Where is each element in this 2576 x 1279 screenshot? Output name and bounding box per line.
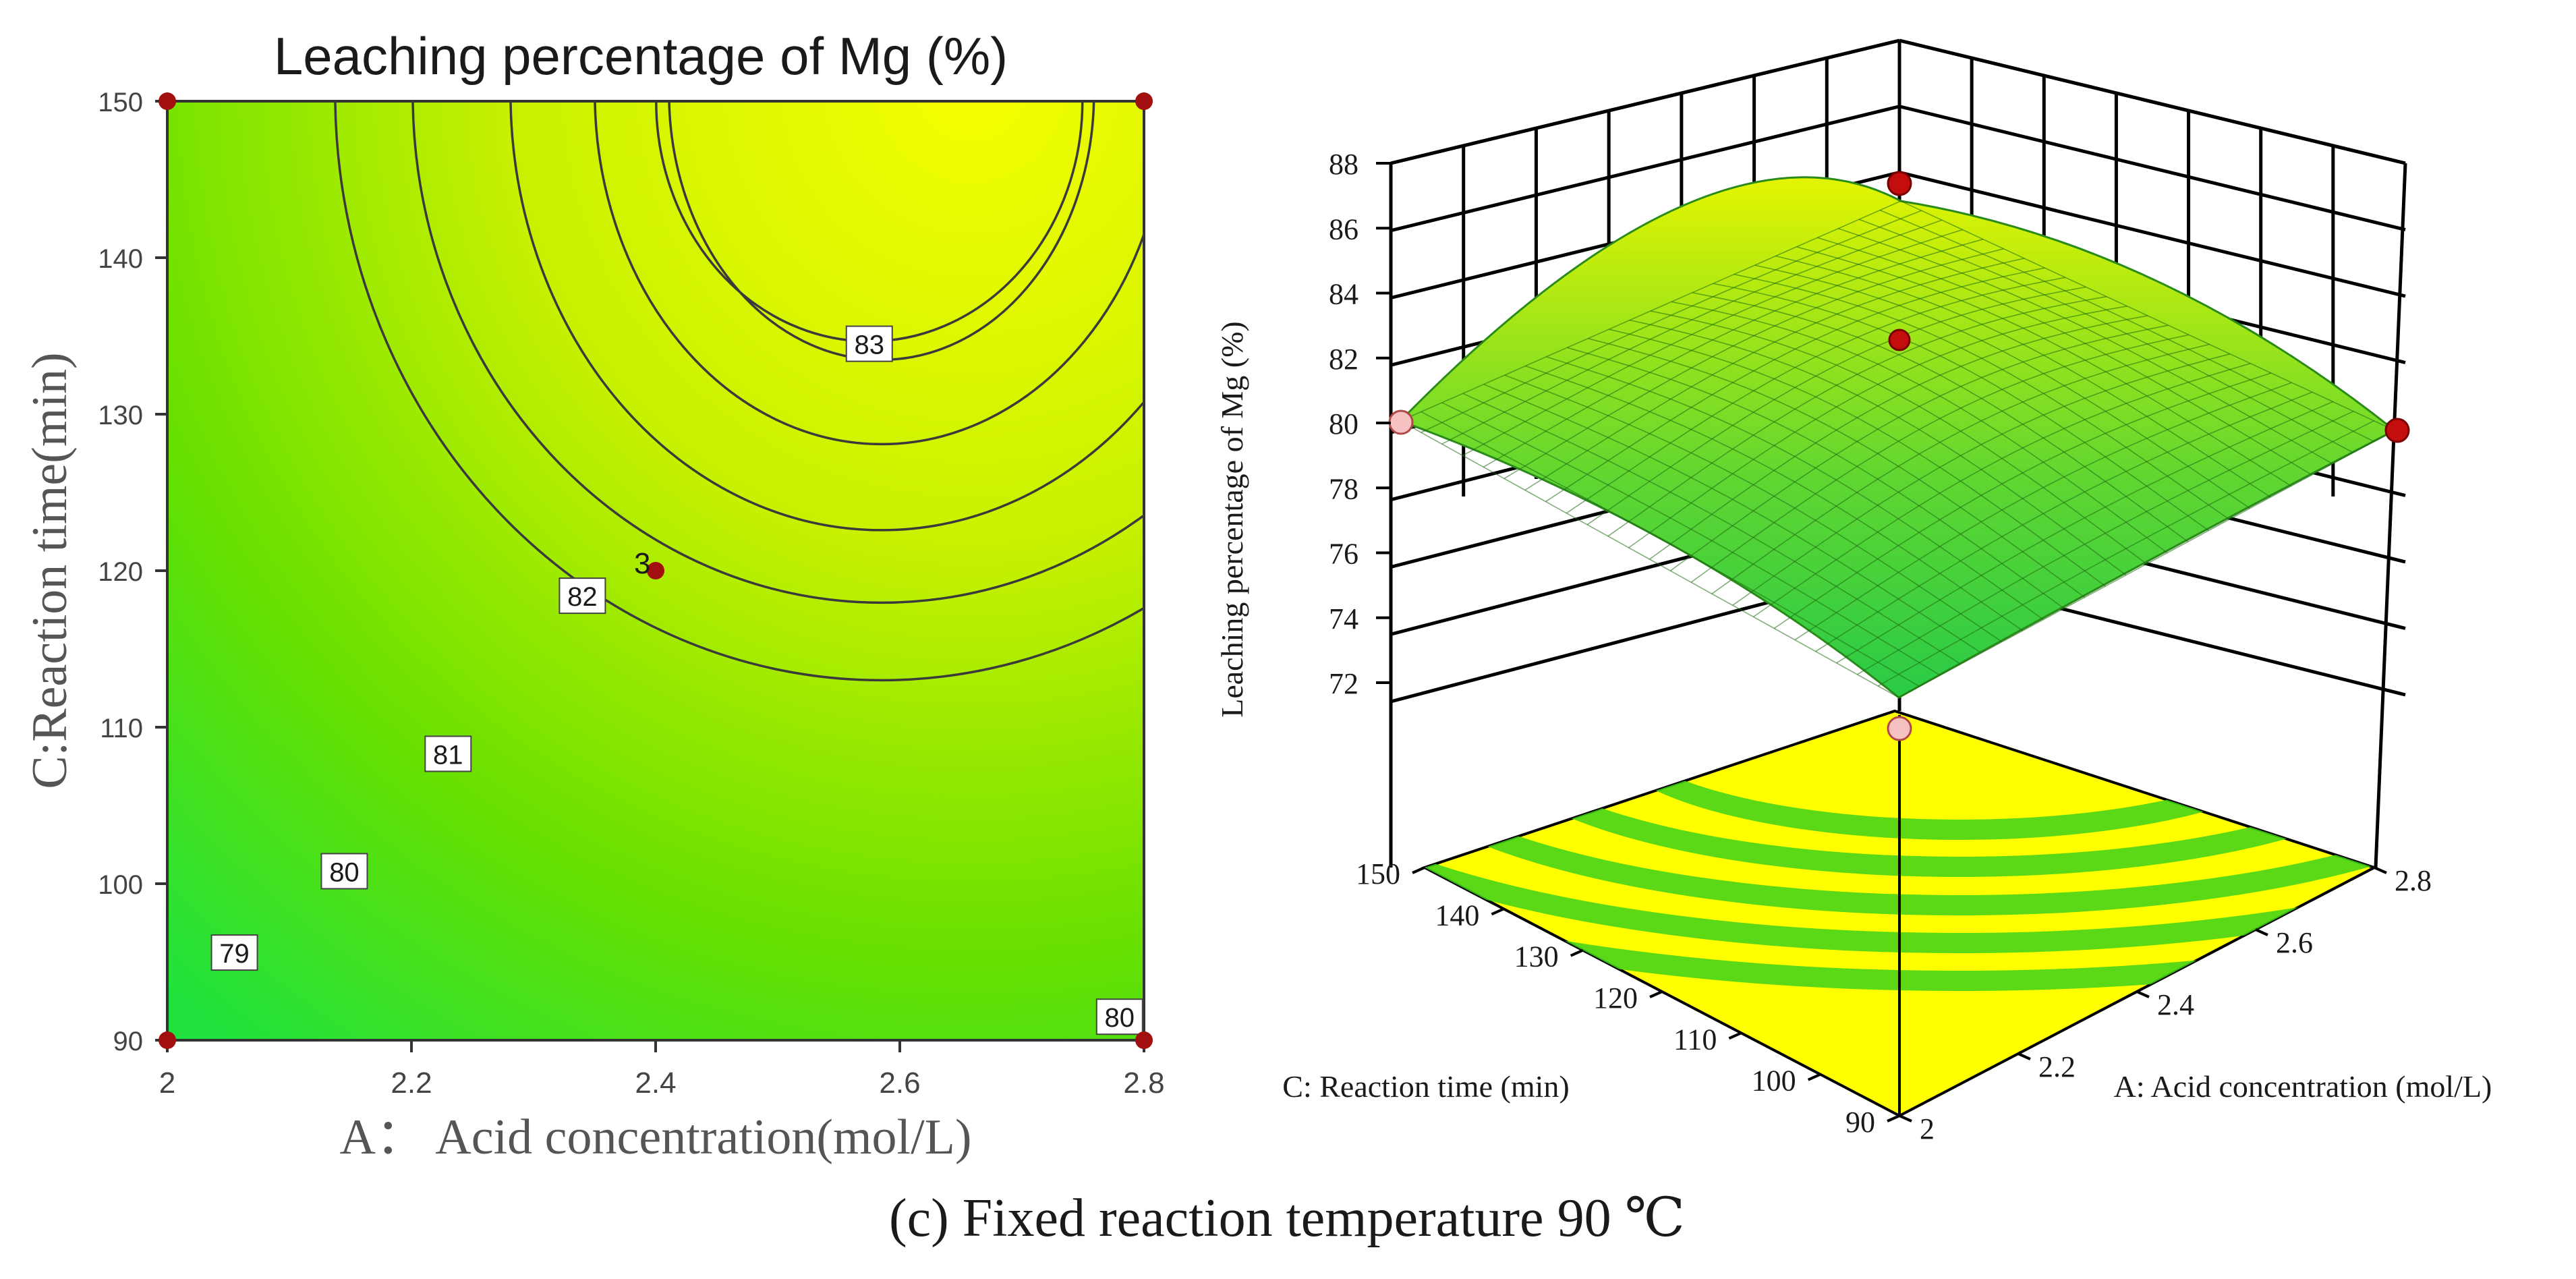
x-tick-label: 2.2 <box>391 1067 432 1100</box>
design-point <box>159 1031 176 1049</box>
contour-label: 79 <box>212 935 258 970</box>
z-tick-label: 86 <box>1329 212 1358 246</box>
z-tick-label: 74 <box>1329 602 1358 635</box>
y-tick-label: 90 <box>113 1027 144 1056</box>
floor-c-tick <box>1571 950 1583 956</box>
floor-c-tick-label: 110 <box>1673 1023 1717 1056</box>
floor-a-tick <box>2018 1054 2030 1059</box>
z-tick-label: 80 <box>1329 407 1358 440</box>
floor-c-tick-label: 140 <box>1435 899 1479 932</box>
surface-y-axis-label: C: Reaction time (min) <box>1282 1069 1569 1104</box>
y-tick-label: 120 <box>98 557 143 587</box>
y-tick-label: 140 <box>98 244 143 274</box>
floor-c-tick <box>1729 1033 1741 1038</box>
figure: Leaching percentage of Mg (%) 79 80 81 82 83… <box>0 0 2576 1279</box>
x-tick-label: 2 <box>159 1067 175 1100</box>
floor-a-tick <box>2256 930 2268 935</box>
y-tick-label: 100 <box>98 870 143 900</box>
floor-c-tick-label: 150 <box>1356 857 1400 890</box>
z-tick-label: 82 <box>1329 343 1358 376</box>
contour-label-text: 80 <box>329 857 360 887</box>
y-tick-label: 110 <box>100 714 143 743</box>
floor-c-tick-label: 120 <box>1593 982 1638 1015</box>
y-tick-label: 150 <box>98 88 143 117</box>
surface-z-ticks: 72 74 76 78 80 82 84 86 88 <box>1329 148 1391 700</box>
contour-title: Leaching percentage of Mg (%) <box>274 26 1008 86</box>
surface-z-axis-label: Leaching percentage of Mg (%) <box>1215 321 1249 718</box>
z-tick-label: 88 <box>1329 148 1358 181</box>
floor-a-tick-label: 2.8 <box>2395 864 2432 897</box>
x-tick-label: 2.4 <box>635 1067 676 1100</box>
contour-label-text: 80 <box>1105 1003 1135 1033</box>
z-tick-label: 84 <box>1329 278 1358 311</box>
contour-y-axis-label: C:Reaction time(min) <box>22 352 78 789</box>
floor-c-tick <box>1887 1116 1899 1121</box>
floor-c-tick <box>1808 1075 1821 1080</box>
surface-x-axis-label: A: Acid concentration (mol/L) <box>2114 1069 2492 1104</box>
floor-c-tick-label: 100 <box>1752 1064 1796 1098</box>
floor-c-tick <box>1491 909 1504 914</box>
contour-center-label: 3 <box>634 547 650 580</box>
contour-label-text: 82 <box>567 582 598 612</box>
contour-label: 80 <box>321 853 367 888</box>
design-point <box>1135 1031 1153 1049</box>
z-tick-label: 76 <box>1329 538 1358 571</box>
contour-label: 82 <box>559 578 605 613</box>
x-tick-label: 2.6 <box>879 1067 920 1100</box>
contour-label-text: 81 <box>433 740 463 770</box>
z-tick-label: 78 <box>1329 472 1358 505</box>
floor-a-tick-label: 2 <box>1920 1112 1935 1145</box>
design-point-right <box>2386 419 2409 442</box>
floor-a-tick <box>1899 1116 1912 1121</box>
contour-x-axis-label: A： Acid concentration(mol/L) <box>339 1110 971 1165</box>
floor-a-tick <box>2137 992 2149 997</box>
surface-chart: 72 74 76 78 80 82 84 86 88 150 140 130 120 110 100 90 2… <box>1123 40 2576 1145</box>
contour-label: 81 <box>425 736 471 771</box>
contour-label: 80 <box>1097 999 1143 1034</box>
x-tick-label: 2.8 <box>1123 1067 1164 1100</box>
z-tick-label: 72 <box>1329 667 1358 700</box>
floor-c-tick-label: 90 <box>1845 1106 1875 1139</box>
contour-label-text: 83 <box>855 331 885 360</box>
floor-a-tick-label: 2.6 <box>2276 926 2313 959</box>
design-point-left <box>1390 411 1412 434</box>
floor-a-tick-label: 2.2 <box>2038 1050 2076 1083</box>
design-point-top <box>1888 172 1911 195</box>
floor-c-tick-label: 130 <box>1514 940 1559 973</box>
contour-label-text: 79 <box>219 939 250 969</box>
design-point-center <box>1889 330 1910 350</box>
design-point-bottom <box>1888 717 1911 740</box>
design-point <box>159 92 176 110</box>
design-point <box>1135 92 1153 110</box>
floor-a-tick <box>2374 868 2386 873</box>
figure-caption: (c) Fixed reaction temperature 90 ℃ <box>889 1189 1685 1248</box>
y-tick-label: 130 <box>98 401 143 430</box>
floor-c-tick <box>1650 992 1662 997</box>
contour-label: 83 <box>847 326 892 362</box>
floor-a-tick-label: 2.4 <box>2157 988 2194 1021</box>
floor-c-tick <box>1412 868 1425 873</box>
